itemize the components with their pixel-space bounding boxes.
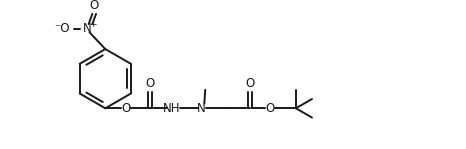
Text: O: O [121,102,130,115]
Text: NH: NH [163,102,181,115]
Text: N: N [82,22,91,35]
Text: +: + [89,20,96,29]
Text: N: N [197,102,206,115]
Text: O: O [89,0,99,12]
Text: O: O [145,77,154,90]
Text: O: O [266,102,274,115]
Text: ⁻O: ⁻O [54,22,69,35]
Text: O: O [245,77,254,90]
